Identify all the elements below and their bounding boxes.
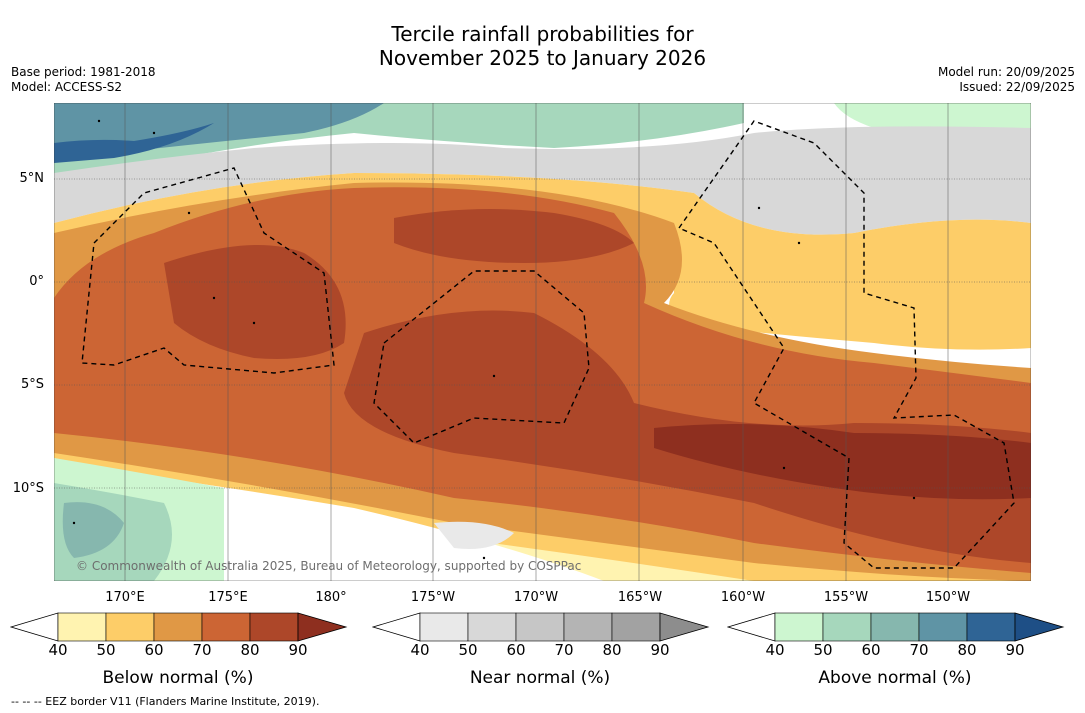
above-normal-region-ne (834, 103, 1031, 131)
cb2-tick-50: 50 (458, 641, 478, 659)
cb2-tick-60: 60 (506, 641, 526, 659)
cb-near-over (659, 612, 710, 642)
copyright-note: © Commonwealth of Australia 2025, Bureau… (76, 559, 582, 573)
above-normal-core-north (54, 123, 214, 163)
cb-below-over (297, 612, 348, 642)
below-normal-80 (164, 245, 346, 359)
lon-label-175w: 175°W (410, 590, 456, 605)
cb-below-4 (249, 612, 299, 642)
cb-near-1 (467, 612, 517, 642)
eez-borders (81, 120, 1015, 569)
below-normal-80-north (394, 209, 634, 263)
lon-label-170w: 170°W (513, 590, 559, 605)
lon-label-160w: 160°W (720, 590, 766, 605)
lon-label-180: 180° (315, 590, 347, 605)
cb2-tick-40: 40 (410, 641, 430, 659)
lat-label-5n: 5°N (19, 171, 45, 186)
cb-below-0 (57, 612, 107, 642)
cb-below-under (10, 612, 59, 642)
colorbar-above-normal (727, 612, 1065, 642)
cb1-tick-50: 50 (96, 641, 116, 659)
meta-right: Model run: 20/09/2025 Issued: 22/09/2025 (938, 65, 1075, 95)
cb-below-2 (153, 612, 203, 642)
cb-below-3 (201, 612, 251, 642)
cb-above-0 (774, 612, 824, 642)
cb1-tick-80: 80 (240, 641, 260, 659)
cb-below-1 (105, 612, 155, 642)
grid-lines (54, 178, 1031, 489)
cb-above-2 (870, 612, 920, 642)
cb1-tick-40: 40 (48, 641, 68, 659)
title-line-2: November 2025 to January 2026 (378, 46, 707, 70)
map-title: Tercile rainfall probabilities for Novem… (0, 22, 1085, 70)
cb3-tick-70: 70 (909, 641, 929, 659)
near-normal-region-north (54, 126, 1031, 235)
colorbar-below-normal (10, 612, 348, 642)
lat-label-10s: 10°S (12, 481, 44, 496)
model-name: Model: ACCESS-S2 (11, 80, 123, 94)
title-line-1: Tercile rainfall probabilities for (391, 22, 694, 46)
lon-label-150w: 150°W (925, 590, 971, 605)
cb2-title: Near normal (%) (469, 668, 611, 688)
cb2-tick-80: 80 (602, 641, 622, 659)
cb1-tick-90: 90 (288, 641, 308, 659)
cb-above-1 (822, 612, 872, 642)
base-period: Base period: 1981-2018 (11, 65, 156, 79)
cb-above-over (1014, 612, 1065, 642)
above-normal-core-sw (62, 502, 124, 558)
cb1-tick-70: 70 (192, 641, 212, 659)
cb-above-4 (966, 612, 1016, 642)
cb3-title: Above normal (%) (818, 668, 972, 688)
cb1-title: Below normal (%) (102, 668, 254, 688)
grid-lines-lon (124, 103, 949, 581)
cb3-tick-60: 60 (861, 641, 881, 659)
cb-above-3 (918, 612, 968, 642)
colorbar-near-normal (372, 612, 710, 642)
lon-label-175e: 175°E (208, 590, 248, 605)
cb2-tick-90: 90 (650, 641, 670, 659)
meta-left: Base period: 1981-2018 Model: ACCESS-S2 (11, 65, 156, 95)
cb-near-4 (611, 612, 661, 642)
cb-above-under (727, 612, 776, 642)
cb2-tick-70: 70 (554, 641, 574, 659)
cb3-tick-80: 80 (957, 641, 977, 659)
cb3-tick-90: 90 (1005, 641, 1025, 659)
lat-label-5s: 5°S (20, 377, 44, 392)
cb1-tick-60: 60 (144, 641, 164, 659)
island-markers (72, 119, 916, 560)
cb-near-under (372, 612, 421, 642)
map-panel (54, 103, 1031, 581)
cb3-tick-50: 50 (813, 641, 833, 659)
eez-footnote: -- -- -- EEZ border V11 (Flanders Marine… (11, 695, 320, 708)
cb-near-0 (419, 612, 469, 642)
lon-label-170e: 170°E (105, 590, 145, 605)
lon-label-155w: 155°W (823, 590, 869, 605)
below-normal-90 (654, 424, 1031, 500)
lat-label-0: 0° (29, 274, 44, 289)
near-normal-patch-south (434, 521, 514, 549)
cb-near-3 (563, 612, 613, 642)
model-run: Model run: 20/09/2025 (937, 65, 1075, 79)
issued-date: Issued: 22/09/2025 (959, 80, 1075, 94)
cb-near-2 (515, 612, 565, 642)
cb3-tick-40: 40 (765, 641, 785, 659)
lon-label-165w: 165°W (617, 590, 663, 605)
